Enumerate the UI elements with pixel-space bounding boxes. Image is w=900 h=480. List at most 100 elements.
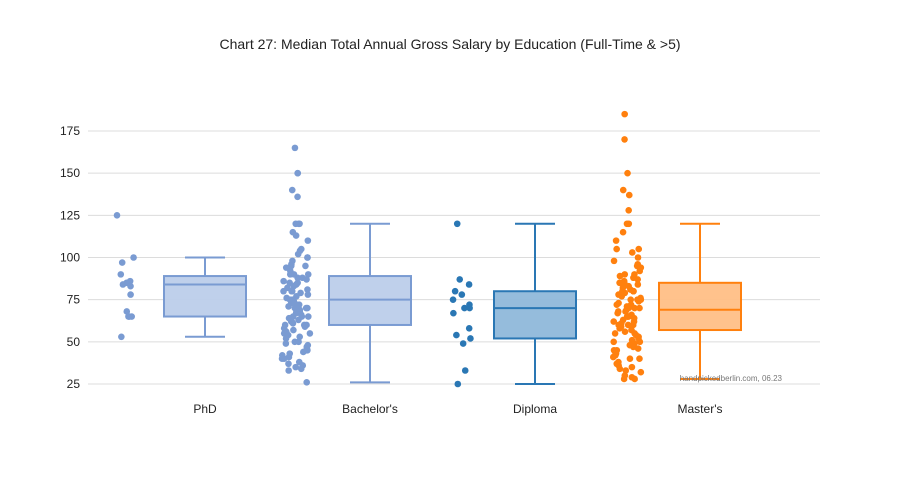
data-point: [634, 281, 642, 288]
watermark: handpickedberlin.com, 06.23: [680, 374, 783, 383]
data-point: [620, 375, 628, 383]
data-point: [288, 186, 296, 194]
data-point: [304, 254, 311, 261]
data-point: [285, 360, 292, 368]
y-tick-label: 25: [67, 377, 81, 391]
data-point: [624, 321, 632, 329]
data-point: [616, 279, 623, 287]
data-point: [630, 287, 637, 295]
data-point: [282, 340, 290, 347]
y-tick-label: 125: [60, 208, 80, 222]
box-iqr: [163, 275, 247, 318]
data-point: [636, 355, 643, 363]
data-point: [282, 335, 290, 342]
data-point: [634, 345, 642, 352]
data-point: [296, 333, 304, 341]
data-point: [127, 291, 134, 298]
data-point: [302, 262, 309, 270]
data-point: [625, 191, 633, 199]
chart-title: Chart 27: Median Total Annual Gross Sala…: [219, 36, 681, 52]
data-point: [631, 304, 638, 312]
data-point: [453, 331, 460, 339]
data-point: [624, 169, 631, 177]
data-point: [113, 212, 121, 219]
data-point: [613, 301, 621, 309]
data-point: [609, 353, 617, 361]
data-point: [301, 323, 309, 330]
data-point: [118, 259, 126, 266]
data-point: [461, 367, 469, 374]
data-point: [295, 316, 302, 324]
data-point: [465, 325, 473, 332]
data-point: [616, 272, 624, 280]
data-point: [619, 186, 627, 194]
x-tick-label: Diploma: [513, 402, 557, 416]
data-point: [621, 136, 628, 143]
data-point: [453, 220, 461, 228]
data-point: [628, 249, 636, 256]
data-point: [304, 291, 312, 298]
data-point: [118, 333, 125, 341]
data-point: [295, 338, 302, 346]
data-point: [636, 338, 644, 346]
data-point: [458, 291, 466, 298]
data-point: [634, 254, 642, 261]
data-point: [451, 287, 459, 295]
data-point: [292, 232, 300, 239]
data-point: [625, 206, 632, 214]
data-point: [123, 308, 131, 315]
data-point: [613, 245, 620, 253]
data-point: [280, 277, 287, 285]
data-point: [294, 250, 302, 258]
data-point: [300, 348, 307, 356]
data-point: [289, 319, 297, 327]
data-point: [128, 313, 136, 320]
data-point: [635, 298, 643, 305]
data-point: [294, 193, 301, 201]
data-point: [288, 287, 295, 295]
data-point: [610, 318, 618, 325]
data-point: [459, 340, 467, 347]
data-point: [285, 367, 292, 374]
data-point: [635, 245, 643, 253]
data-point: [618, 292, 626, 300]
data-point: [285, 303, 292, 310]
data-point: [616, 325, 623, 332]
data-point: [628, 363, 636, 371]
data-point: [619, 228, 627, 236]
data-point: [290, 326, 297, 334]
data-point: [636, 267, 644, 275]
data-point: [127, 282, 134, 290]
data-point: [614, 309, 621, 317]
data-point: [303, 379, 310, 386]
y-tick-label: 150: [60, 166, 80, 180]
data-point: [612, 237, 620, 244]
data-point: [294, 169, 301, 177]
x-tick-label: Bachelor's: [342, 402, 398, 416]
data-point: [280, 287, 287, 295]
data-point: [629, 321, 637, 329]
data-point: [304, 286, 311, 293]
data-point: [305, 313, 312, 320]
data-point: [297, 365, 305, 373]
data-point: [456, 276, 464, 283]
data-point: [623, 220, 631, 228]
y-tick-label: 50: [67, 335, 81, 349]
data-point: [465, 281, 473, 288]
data-point: [467, 335, 474, 342]
data-point: [288, 262, 295, 270]
data-point: [611, 330, 619, 337]
data-point: [626, 355, 634, 363]
y-tick-label: 100: [60, 251, 80, 265]
data-point: [306, 330, 314, 337]
data-point: [291, 144, 299, 152]
data-point: [631, 375, 638, 383]
data-point: [622, 367, 630, 374]
data-point: [610, 257, 618, 265]
data-point: [621, 328, 629, 336]
data-point: [466, 304, 473, 312]
data-point: [634, 276, 642, 283]
data-point: [303, 276, 310, 283]
data-point: [278, 355, 286, 363]
